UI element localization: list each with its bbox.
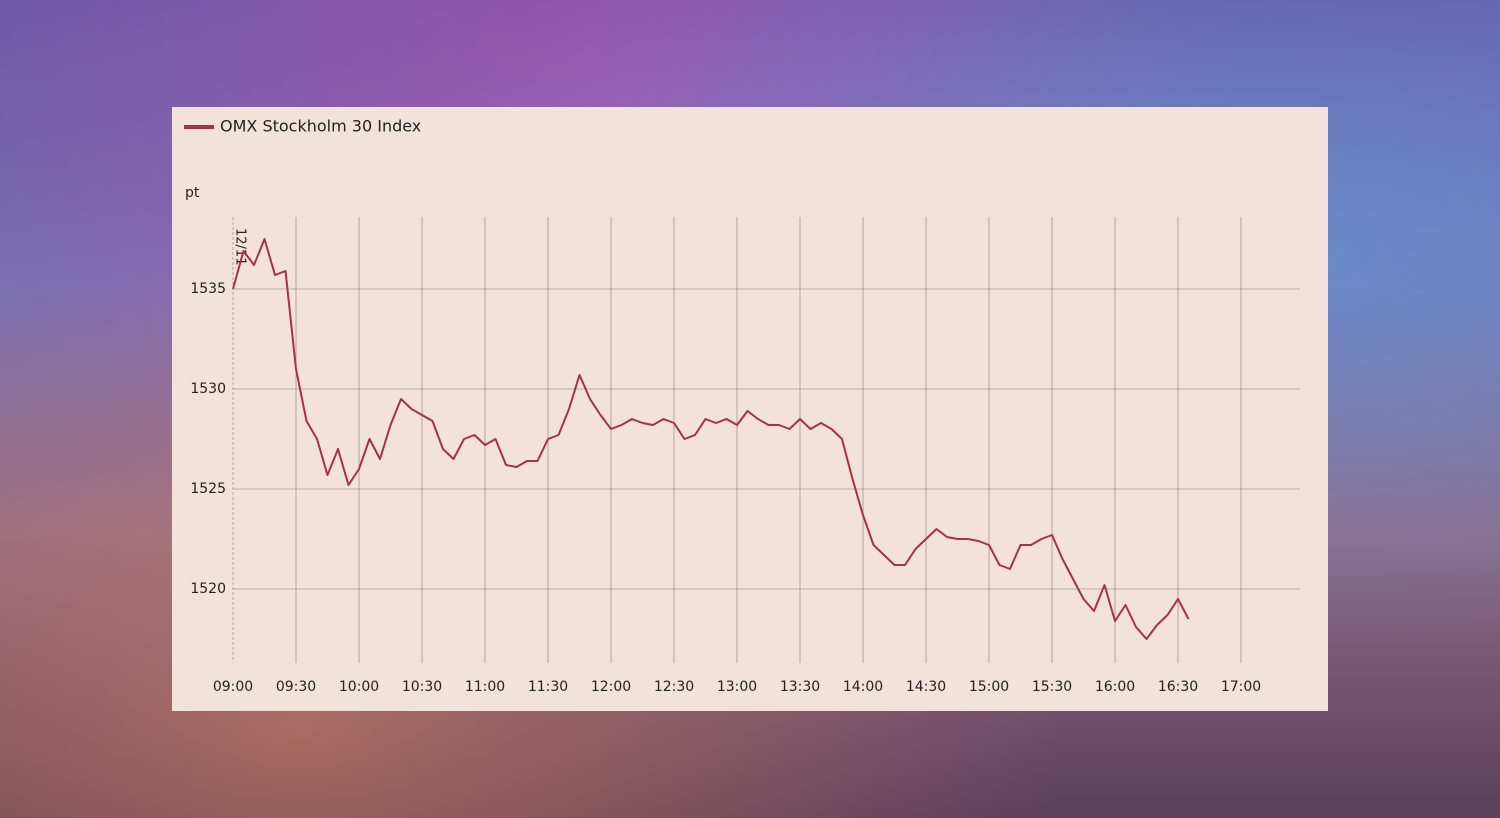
x-tick-label: 16:30 [1158, 679, 1198, 695]
date-annotation: 12/11 [233, 228, 248, 265]
legend-label: OMX Stockholm 30 Index [220, 117, 421, 136]
x-tick-label: 12:30 [654, 679, 694, 695]
x-tick-label: 13:00 [717, 679, 757, 695]
x-tick-label: 13:30 [780, 679, 820, 695]
y-tick-label: 1520 [190, 581, 226, 597]
y-axis-label: pt [185, 185, 200, 201]
x-tick-label: 09:00 [213, 679, 253, 695]
x-tick-label: 15:00 [969, 679, 1009, 695]
chart-card [172, 107, 1328, 711]
x-tick-label: 15:30 [1032, 679, 1072, 695]
x-tick-label: 16:00 [1095, 679, 1135, 695]
x-tick-label: 17:00 [1221, 679, 1261, 695]
y-tick-label: 1530 [190, 381, 226, 397]
x-tick-label: 10:00 [339, 679, 379, 695]
x-tick-label: 10:30 [402, 679, 442, 695]
x-tick-label: 11:00 [465, 679, 505, 695]
x-tick-label: 09:30 [276, 679, 316, 695]
data-line [232, 238, 1190, 640]
x-tick-label: 14:00 [843, 679, 883, 695]
x-tick-label: 14:30 [906, 679, 946, 695]
x-tick-label: 11:30 [528, 679, 568, 695]
x-tick-label: 12:00 [591, 679, 631, 695]
y-tick-label: 1525 [190, 481, 226, 497]
y-tick-label: 1535 [190, 281, 226, 297]
